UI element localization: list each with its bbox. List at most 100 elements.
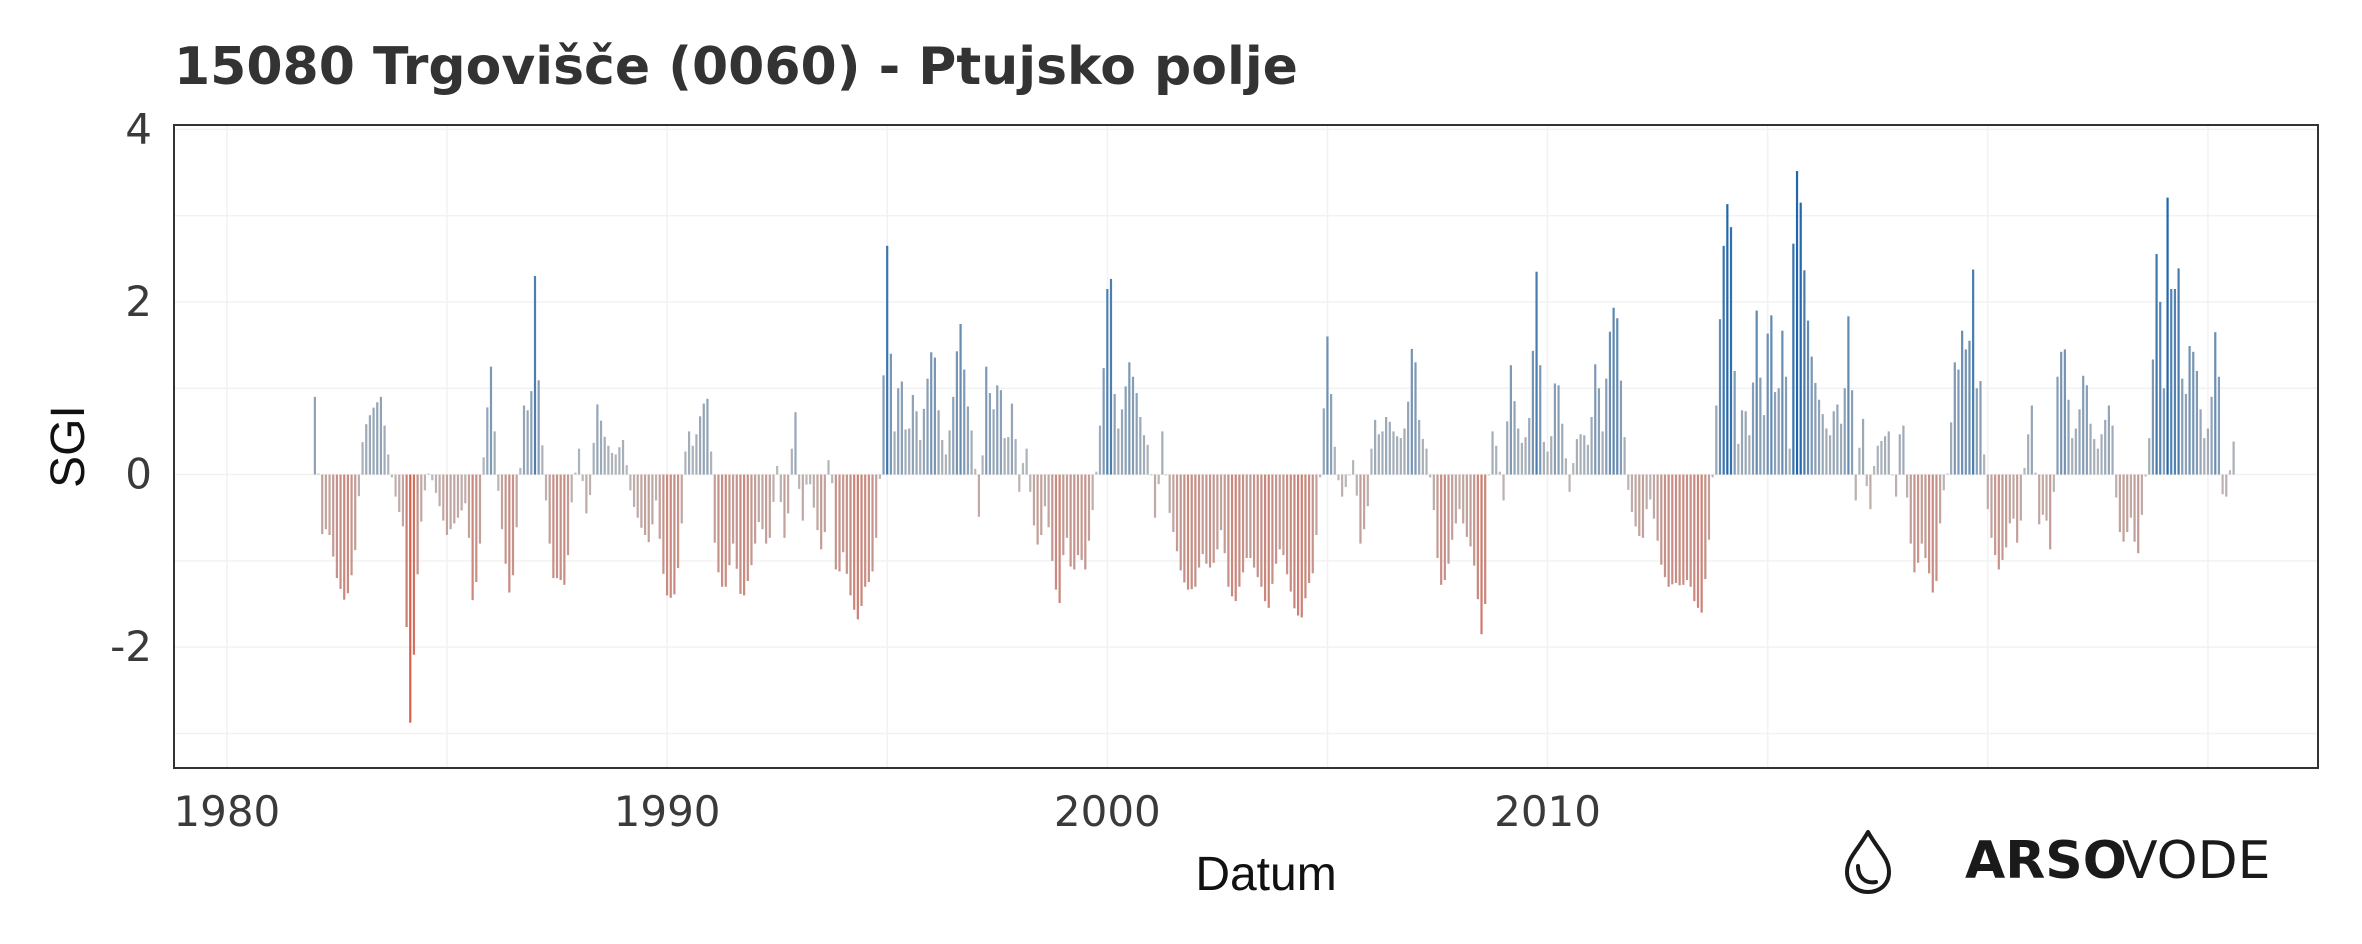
sgi-bar	[321, 474, 324, 535]
sgi-bar	[453, 474, 456, 524]
sgi-bar	[643, 474, 647, 535]
sgi-bar	[1073, 474, 1076, 570]
sgi-bar	[379, 396, 383, 475]
sgi-bar	[2016, 474, 2019, 543]
sgi-bar	[1678, 474, 1681, 586]
sgi-bar	[1447, 474, 1450, 564]
sgi-bar	[409, 474, 412, 723]
sgi-bar	[588, 474, 592, 496]
sgi-bar	[1440, 474, 1443, 585]
sgi-bar	[1498, 471, 1501, 475]
sgi-bar	[1337, 474, 1340, 481]
sgi-bar	[1051, 474, 1054, 561]
sgi-bar	[541, 445, 544, 475]
sgi-bar	[1814, 382, 1817, 475]
sgi-bar	[1579, 434, 1582, 475]
sgi-bar	[2126, 474, 2129, 533]
sgi-bar	[1300, 474, 1303, 618]
sgi-bar	[1352, 460, 1355, 475]
sgi-bar	[412, 474, 416, 655]
sgi-bar	[1839, 423, 1843, 475]
sgi-bar	[1245, 474, 1248, 558]
sgi-bar	[1289, 474, 1292, 592]
sgi-bar	[1682, 474, 1685, 585]
sgi-bar	[922, 408, 925, 475]
sgi-bar	[563, 474, 566, 585]
sgi-bar	[2221, 474, 2224, 495]
sgi-bar	[1076, 474, 1080, 556]
sgi-bar	[1355, 474, 1358, 496]
sgi-bar	[2027, 434, 2030, 475]
sgi-bar	[1443, 474, 1446, 581]
sgi-bar	[695, 434, 698, 475]
sgi-bar	[1792, 243, 1795, 475]
sgi-bar	[467, 474, 471, 538]
sgi-bar	[1902, 425, 1905, 475]
sgi-bar	[1704, 474, 1707, 580]
sgi-bar	[2023, 467, 2026, 475]
sgi-bar	[2122, 474, 2125, 542]
sgi-bar	[1715, 405, 1718, 475]
x-tick-label: 2010	[1494, 787, 1601, 836]
sgi-bar	[669, 474, 672, 598]
sgi-bar	[2071, 438, 2074, 475]
sgi-bar	[1018, 474, 1021, 492]
sgi-bar	[1561, 423, 1564, 475]
sgi-bar	[1928, 474, 1931, 574]
sgi-bar	[1751, 382, 1755, 475]
sgi-bar	[1722, 245, 1725, 475]
sgi-bar	[1935, 474, 1938, 581]
sgi-bar	[1671, 474, 1674, 585]
sgi-bar	[1623, 437, 1626, 475]
sgi-bar	[1737, 443, 1740, 475]
sgi-bar	[1263, 474, 1267, 602]
sgi-bar	[1524, 437, 1527, 475]
sgi-bar	[1252, 474, 1256, 568]
sgi-bar	[1113, 394, 1116, 475]
sgi-bar	[1883, 436, 1887, 475]
sgi-bar	[1330, 394, 1333, 475]
sgi-bar	[1080, 474, 1083, 560]
sgi-bar	[1054, 474, 1058, 590]
sgi-bar	[853, 474, 856, 610]
sgi-bar	[1836, 404, 1839, 475]
sgi-bar	[2045, 474, 2048, 521]
sgi-bar	[1010, 403, 1014, 475]
sgi-bar	[871, 474, 874, 572]
sgi-bar	[1304, 474, 1307, 599]
sgi-bar	[1454, 474, 1457, 524]
sgi-bar	[654, 474, 658, 501]
plot-frame	[173, 124, 2319, 769]
sgi-bar	[981, 455, 984, 475]
sgi-bar	[1098, 425, 1102, 475]
sgi-bar	[849, 474, 852, 596]
sgi-bar	[728, 474, 731, 566]
sgi-bar	[721, 474, 724, 587]
sgi-bar	[1744, 411, 1747, 475]
sgi-bar	[552, 474, 555, 579]
sgi-bar	[1142, 435, 1146, 475]
sgi-bar	[2170, 288, 2173, 475]
sgi-bar	[1058, 474, 1061, 604]
sgi-bar	[959, 323, 962, 475]
sgi-bar	[1726, 204, 1729, 475]
sgi-bar	[438, 474, 441, 507]
sgi-bar	[2206, 428, 2210, 475]
sgi-bar	[860, 474, 863, 606]
sgi-bar	[1509, 365, 1512, 475]
sgi-bar	[834, 474, 837, 570]
sgi-bar	[1161, 431, 1164, 475]
sgi-bar	[794, 412, 797, 475]
sgi-bar	[1924, 474, 1927, 558]
sgi-bar	[2034, 472, 2037, 475]
sgi-bar	[2030, 405, 2033, 475]
sgi-bar	[434, 474, 438, 493]
sgi-bar	[963, 369, 966, 475]
y-axis-label: SGI	[42, 405, 95, 488]
sgi-bar	[1476, 474, 1479, 600]
logo-word-vode: VODE	[2122, 831, 2270, 891]
sgi-bar	[1484, 474, 1487, 605]
sgi-bar	[1436, 474, 1439, 558]
sgi-bar	[1032, 474, 1036, 526]
sgi-bar	[864, 474, 867, 587]
